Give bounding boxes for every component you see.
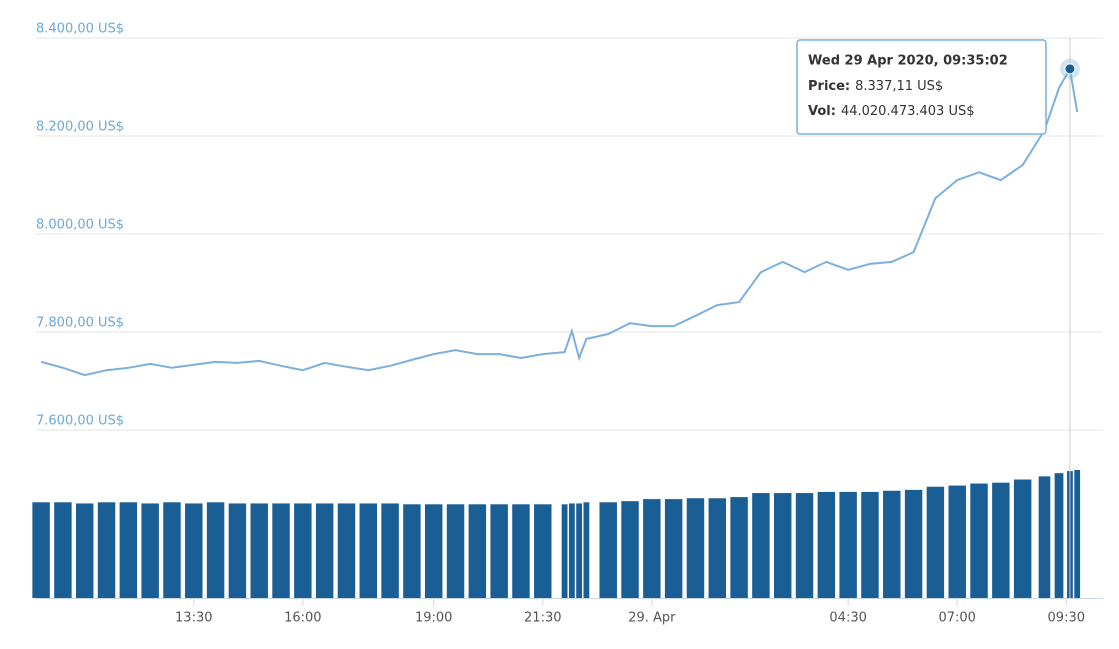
volume-bar xyxy=(926,486,945,598)
tooltip-price: Price: 8.337,11 US$ xyxy=(808,79,943,94)
y-tick-label: 8.000,00 US$ xyxy=(36,218,124,233)
volume-bar xyxy=(141,503,159,598)
volume-bar xyxy=(948,485,966,598)
x-tick-label: 09:30 xyxy=(1048,611,1085,626)
volume-bar xyxy=(970,483,988,598)
price-line xyxy=(40,65,1079,377)
y-tick-label: 7.600,00 US$ xyxy=(36,414,124,429)
y-tick-label: 8.400,00 US$ xyxy=(36,22,124,37)
volume-bar xyxy=(228,503,247,598)
volume-bar xyxy=(446,504,465,598)
volume-bar xyxy=(861,491,879,598)
volume-bar xyxy=(1013,479,1032,598)
volume-bar xyxy=(795,493,814,598)
volume-bar xyxy=(97,502,116,598)
volume-bar xyxy=(992,482,1010,598)
volume-bar xyxy=(643,499,661,598)
volume-bar xyxy=(904,489,923,598)
y-tick-label: 8.200,00 US$ xyxy=(36,120,124,135)
volume-bar xyxy=(337,503,356,598)
volume-bar xyxy=(468,504,487,598)
volume-bar xyxy=(1074,470,1081,598)
volume-bar xyxy=(817,491,836,598)
x-tick-label: 07:00 xyxy=(938,611,975,626)
volume-bar xyxy=(315,503,334,598)
x-tick-label: 29. Apr xyxy=(628,611,676,626)
volume-bar xyxy=(359,503,378,598)
volume-bar xyxy=(686,498,705,598)
volume-bar xyxy=(1038,476,1051,598)
x-tick-label: 16:00 xyxy=(284,611,321,626)
tooltip-vol-label: Vol: xyxy=(808,104,836,119)
volume-bar xyxy=(708,498,727,598)
tooltip-date: Wed 29 Apr 2020, 09:35:02 xyxy=(808,54,1008,69)
volume-bar xyxy=(664,499,683,598)
volume-bar xyxy=(773,493,792,598)
volume-bar xyxy=(730,497,748,598)
volume-bar xyxy=(403,504,421,598)
volume-bar xyxy=(839,491,857,598)
x-tick-label: 13:30 xyxy=(175,611,212,626)
volume-bar xyxy=(568,503,575,598)
volume-bar xyxy=(534,504,552,598)
volume-bar xyxy=(185,503,203,598)
volume-bar xyxy=(119,502,138,598)
volume-bar xyxy=(561,504,568,598)
volume-bar xyxy=(424,504,443,598)
volume-bar xyxy=(206,502,225,598)
volume-bar xyxy=(381,503,399,598)
volume-bar xyxy=(250,503,268,598)
volume-bar xyxy=(512,504,530,598)
volume-bar xyxy=(883,490,901,598)
volume-bar xyxy=(272,503,290,598)
tooltip-price-label: Price: xyxy=(808,79,850,94)
tooltip-vol-value: 44.020.473.403 US$ xyxy=(841,104,975,119)
volume-bar xyxy=(32,502,50,598)
tooltip-vol: Vol: 44.020.473.403 US$ xyxy=(808,104,975,119)
volume-bar xyxy=(599,502,617,598)
tooltip-price-value: 8.337,11 US$ xyxy=(855,79,943,94)
volume-bar xyxy=(583,502,590,598)
volume-bar xyxy=(576,503,583,598)
volume-bar xyxy=(1054,473,1064,598)
x-tick-label: 21:30 xyxy=(524,611,561,626)
x-tick-label: 19:00 xyxy=(415,611,452,626)
volume-bar xyxy=(752,493,770,598)
volume-bar xyxy=(54,502,72,598)
tooltip-box xyxy=(796,39,1047,135)
volume-bar xyxy=(163,502,181,598)
hover-marker xyxy=(1064,63,1076,75)
y-tick-label: 7.800,00 US$ xyxy=(36,316,124,331)
x-tick-label: 04:30 xyxy=(829,611,866,626)
volume-bar xyxy=(75,503,94,598)
volume-bar xyxy=(621,501,639,598)
volume-bar xyxy=(490,504,508,598)
volume-bar xyxy=(294,503,312,598)
